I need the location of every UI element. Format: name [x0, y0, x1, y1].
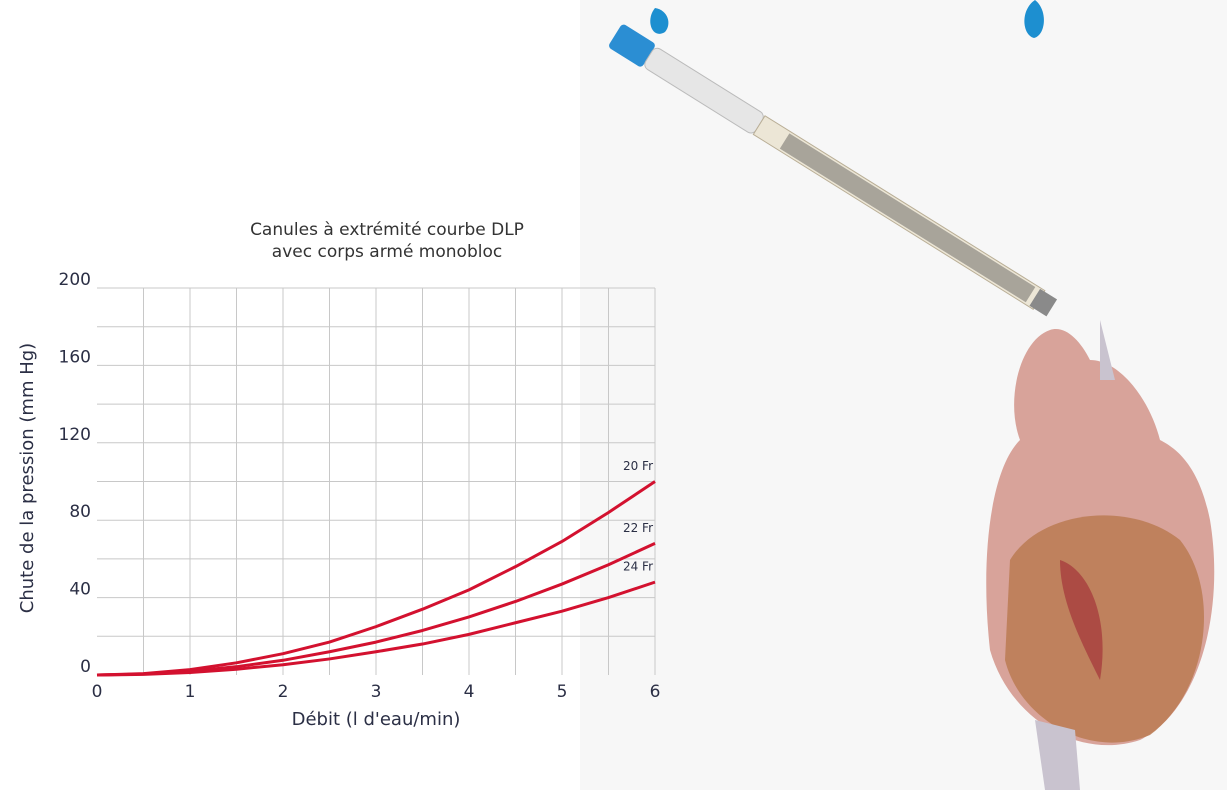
x-tick-label: 1	[185, 682, 196, 702]
y-tick-label: 160	[59, 347, 91, 367]
series-label: 20 Fr	[623, 459, 653, 473]
line	[96, 580, 656, 677]
y-tick-label: 80	[69, 502, 91, 522]
x-tick-label: 5	[557, 682, 568, 702]
line	[96, 480, 656, 677]
y-tick-label: 120	[59, 425, 91, 445]
series-label: 22 Fr	[623, 521, 653, 535]
y-axis-label: Chute de la pression (mm Hg)	[17, 343, 38, 613]
y-tick-label: 0	[80, 657, 91, 677]
clip	[1024, 0, 1044, 38]
heart-ventricle	[1005, 515, 1204, 743]
chart: Canules à extrémité courbe DLP avec corp…	[17, 220, 660, 730]
series-label: 24 Fr	[623, 560, 653, 574]
x-tick-label: 4	[464, 682, 475, 702]
illustration	[580, 0, 1227, 790]
x-axis-label: Débit (l d'eau/min)	[292, 709, 461, 730]
heart-muscle	[1060, 560, 1103, 680]
x-tick-label: 2	[278, 682, 289, 702]
vessels	[1035, 320, 1115, 790]
x-tick-label: 6	[650, 682, 661, 702]
y-tick-label: 40	[69, 580, 91, 600]
cannula	[609, 24, 1058, 317]
chart-title: avec corps armé monobloc	[272, 242, 502, 262]
y-tick-label: 200	[59, 270, 91, 290]
chart-title: Canules à extrémité courbe DLP	[250, 220, 524, 240]
x-tick-label: 3	[371, 682, 382, 702]
x-tick-label: 0	[92, 682, 103, 702]
cap-loop	[650, 8, 669, 34]
